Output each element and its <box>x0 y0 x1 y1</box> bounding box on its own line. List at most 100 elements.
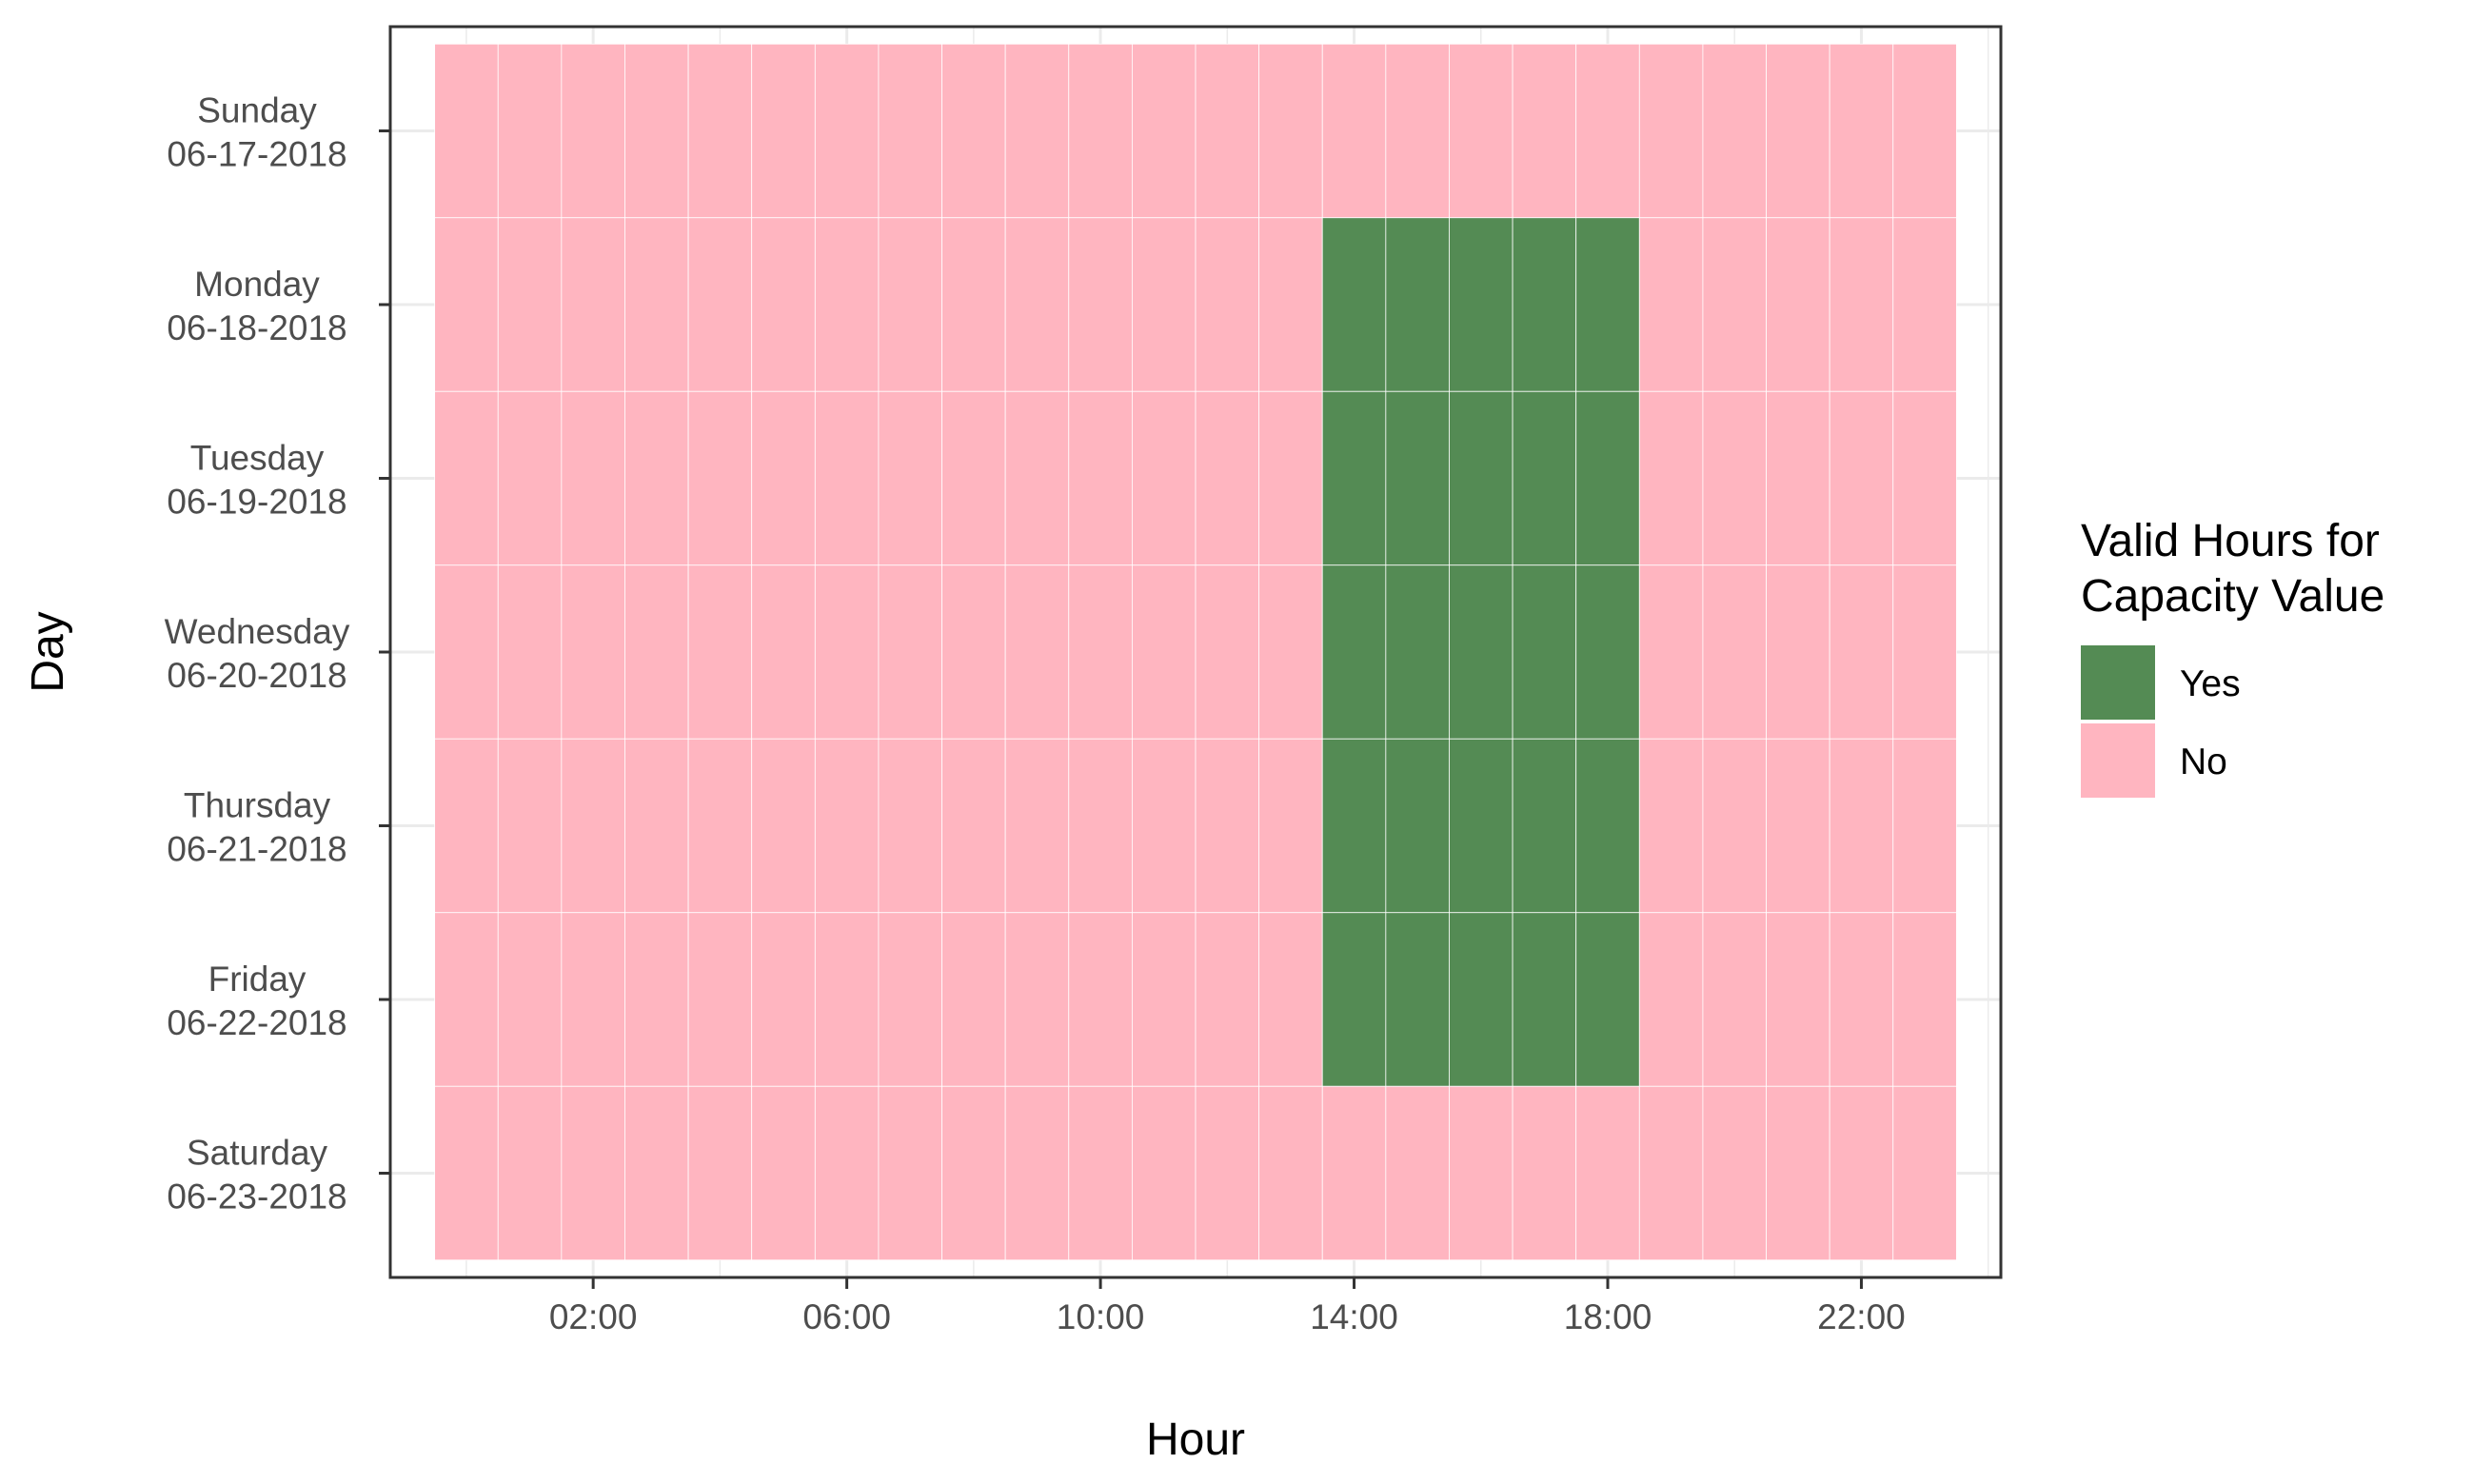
heatmap-tile <box>1258 564 1323 740</box>
heatmap-tile <box>1766 43 1830 219</box>
heatmap-tile <box>1385 564 1450 740</box>
heatmap-tile <box>941 738 1006 914</box>
heatmap-tile <box>1829 217 1894 392</box>
heatmap-tile <box>561 43 625 219</box>
heatmap-tile <box>1638 390 1704 566</box>
heatmap-tile <box>434 390 499 566</box>
heatmap-tile <box>1512 912 1577 1087</box>
heatmap-tile <box>1258 912 1323 1087</box>
heatmap-tile <box>1829 1085 1894 1261</box>
heatmap-tile <box>814 564 880 740</box>
heatmap-tile <box>751 217 816 392</box>
x-axis-title: Hour <box>1146 1415 1245 1465</box>
heatmap-tile <box>561 912 625 1087</box>
heatmap-tile <box>1195 390 1260 566</box>
heatmap-tile <box>1131 1085 1197 1261</box>
heatmap-tile <box>1004 1085 1070 1261</box>
heatmap-tile <box>1385 217 1450 392</box>
heatmap-tile <box>561 1085 625 1261</box>
y-tick-label-weekday: Saturday <box>187 1134 328 1173</box>
heatmap-tile <box>1004 912 1070 1087</box>
x-tick-label: 02:00 <box>549 1297 638 1336</box>
heatmap-tile <box>751 738 816 914</box>
heatmap-tile <box>1512 738 1577 914</box>
heatmap-tile <box>497 738 563 914</box>
heatmap-tile <box>434 738 499 914</box>
heatmap-tile <box>687 1085 753 1261</box>
heatmap-tile <box>497 390 563 566</box>
heatmap-tile <box>1449 43 1513 219</box>
legend-label-no: No <box>2180 742 2227 782</box>
y-tick-label-date: 06-23-2018 <box>167 1177 346 1217</box>
heatmap-tile <box>1702 390 1767 566</box>
heatmap-tile <box>1131 390 1197 566</box>
heatmap-tile <box>1321 217 1387 392</box>
heatmap-tile <box>1131 912 1197 1087</box>
y-axis: Sunday 06-17-2018 Monday 06-18-2018 Tuesday 0… <box>165 91 390 1217</box>
heatmap-tile <box>497 217 563 392</box>
heatmap-tile <box>434 1085 499 1261</box>
heatmap-tile <box>1195 1085 1260 1261</box>
y-tick-label-date: 06-18-2018 <box>167 308 346 347</box>
heatmap-tile <box>1385 912 1450 1087</box>
heatmap-tile <box>1702 1085 1767 1261</box>
heatmap-tile <box>1195 43 1260 219</box>
y-tick-label-date: 06-19-2018 <box>167 483 346 522</box>
heatmap-tile <box>1068 390 1133 566</box>
heatmap-tile <box>434 43 499 219</box>
heatmap-tile <box>751 390 816 566</box>
heatmap-tile <box>878 564 942 740</box>
x-tick-label: 14:00 <box>1310 1297 1398 1336</box>
heatmap-tile <box>878 1085 942 1261</box>
heatmap-tile <box>624 912 689 1087</box>
heatmap-tile <box>561 217 625 392</box>
heatmap-tile <box>1004 738 1070 914</box>
heatmap-tile <box>1004 390 1070 566</box>
legend-label-yes: Yes <box>2180 663 2241 704</box>
legend-title-line-2: Capacity Value <box>2081 571 2384 622</box>
heatmap-tile <box>1258 1085 1323 1261</box>
heatmap-tile <box>1004 43 1070 219</box>
heatmap-tile <box>1638 738 1704 914</box>
heatmap-tile <box>941 1085 1006 1261</box>
heatmap-tile <box>687 390 753 566</box>
heatmap-tile <box>1575 390 1640 566</box>
heatmap-tile <box>561 738 625 914</box>
heatmap-tile <box>1512 1085 1577 1261</box>
heatmap-tile <box>1575 912 1640 1087</box>
heatmap-tile <box>497 912 563 1087</box>
heatmap-tile <box>1385 738 1450 914</box>
heatmap-tile <box>1638 1085 1704 1261</box>
heatmap-tile <box>561 564 625 740</box>
heatmap-tile <box>1004 564 1070 740</box>
heatmap-tile <box>1068 1085 1133 1261</box>
heatmap-tile <box>941 217 1006 392</box>
heatmap-tile <box>624 217 689 392</box>
heatmap-tile <box>1892 390 1957 566</box>
heatmap-tile <box>1702 43 1767 219</box>
heatmap-tile <box>434 912 499 1087</box>
heatmap-tile <box>1258 390 1323 566</box>
heatmap-tile <box>1638 564 1704 740</box>
y-axis-title: Day <box>23 611 73 692</box>
heatmap-tile <box>1829 738 1894 914</box>
x-axis: 02:00 06:00 10:00 14:00 18:00 22:00 <box>549 1277 1906 1336</box>
heatmap-tile <box>1702 217 1767 392</box>
heatmap-tile <box>1575 738 1640 914</box>
heatmap-tile <box>434 217 499 392</box>
heatmap-tile <box>1258 738 1323 914</box>
heatmap-tile <box>814 912 880 1087</box>
heatmap-tile <box>1321 1085 1387 1261</box>
heatmap-tile <box>1449 564 1513 740</box>
y-tick-label-weekday: Friday <box>208 960 307 999</box>
heatmap-tile <box>1195 564 1260 740</box>
heatmap-tile <box>751 43 816 219</box>
heatmap-tile <box>1321 564 1387 740</box>
heatmap-tile <box>1766 217 1830 392</box>
heatmap-tile <box>687 738 753 914</box>
heatmap-tile <box>814 1085 880 1261</box>
heatmap-tile <box>1575 43 1640 219</box>
heatmap-tile <box>1575 1085 1640 1261</box>
heatmap-tile <box>1829 564 1894 740</box>
heatmap-tile <box>1892 43 1957 219</box>
